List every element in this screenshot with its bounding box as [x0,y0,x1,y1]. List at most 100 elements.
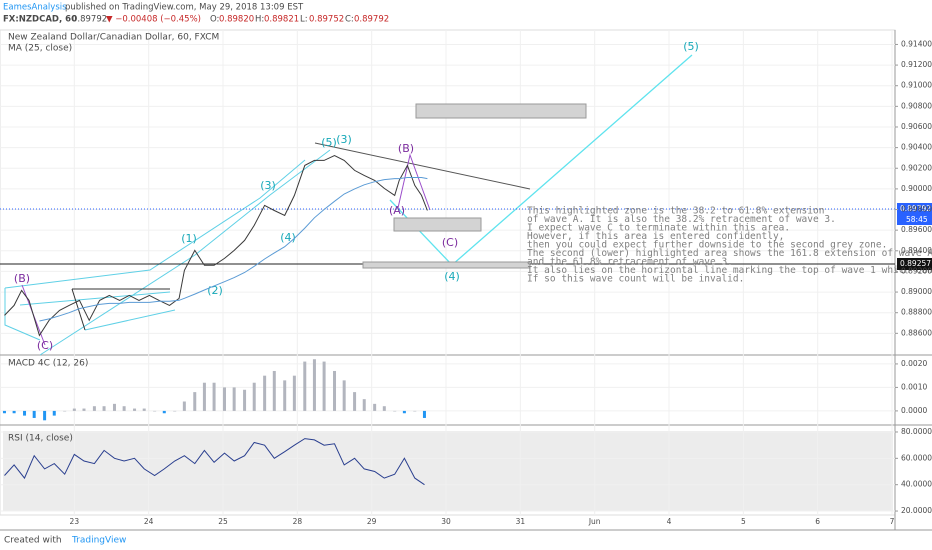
ohlc-item: 0.89821 [264,15,299,25]
bar [422,410,426,418]
y-tick-label: 0.90800 [901,101,932,110]
wave-label: (C) [442,236,458,249]
y-tick-label: 0.91000 [901,81,932,90]
bar [303,361,307,411]
author[interactable]: EamesAnalysis [3,3,67,13]
bar [72,408,76,411]
change: ▼ −0.00408 (−0.45%) [106,15,201,25]
trendline [314,142,531,190]
panel-title: New Zealand Dollar/Canadian Dollar, 60, … [8,33,219,43]
bar [342,380,346,411]
wave-label: (C) [37,339,53,352]
bar [283,380,287,411]
bar [153,410,157,412]
y-tick-label: 0.90400 [901,143,932,152]
bar [23,410,27,416]
annotation-line: of wave A. It is also the 38.2% retracem… [527,214,836,225]
y-tick-label: 40.0000 [901,480,932,489]
bar [263,375,267,411]
series-line [39,177,428,322]
symbol: FX:NZDCAD, 60 [3,15,77,25]
wave-label: (4) [444,270,460,283]
bar [362,399,366,411]
y-tick-label: 0.89200 [901,266,932,275]
line-tag-text: 0.89257 [900,259,931,268]
footer-brand[interactable]: TradingView [71,536,126,546]
ma-title: MA (25, close) [8,44,72,54]
series-line [4,438,425,486]
annotation-line: If so this wave count will be invalid. [527,274,744,285]
bar [12,410,16,414]
y-tick-label: 0.0010 [901,382,927,391]
y-tick-label: 0.91400 [901,39,932,48]
ohlc: O: 0.89820 H: 0.89821 L: 0.89752 C: 0.89792 [210,15,389,25]
rsi-title: RSI (14, close) [8,434,73,444]
wave-labels: (B)(C)(1)(2)(3)(4)(5) (3)(B)(A)(C)(4)(5) [14,40,699,352]
bar [353,392,357,411]
bar [162,410,166,414]
wave-label: (5) [321,136,337,149]
bar [92,406,96,411]
y-tick-label: 0.89600 [901,225,932,234]
rsi-band [3,431,893,511]
line-tag [897,258,932,270]
wave-label: (B) [398,142,414,155]
annotation-line: It also lies on the horizontal line mark… [527,265,932,276]
wave-label: (1) [181,232,197,245]
wave-label: (4) [280,231,296,244]
bar [63,410,67,412]
annotation-line: This highlighted zone is the 38.2 to 61.… [527,206,824,217]
bar [232,387,236,411]
grid [0,30,895,515]
ohlc-item: 0.89792 [354,15,389,25]
bar [122,406,126,411]
bar [102,406,106,411]
bar [322,361,326,411]
x-tick-label: 30 [441,517,451,526]
x-tick-label: Jun [588,517,601,526]
zone [415,103,587,119]
channel [4,149,331,356]
annotation-line: and the 61.8% retracement of wave 3. [527,257,733,268]
wave-label: (B) [14,272,30,285]
bar [252,382,256,411]
x-tick-label: 4 [667,517,672,526]
bar [382,406,386,411]
y-tick-label: 0.88800 [901,308,932,317]
footer-text: Created with [4,536,62,546]
bar [112,403,116,411]
bar [402,410,406,414]
bar [193,392,197,411]
y-tick-label: 0.0020 [901,359,927,368]
y-tick-label: 0.89800 [901,205,932,214]
x-tick-label: 28 [293,517,303,526]
wave-label: (3) [260,179,276,192]
bar [52,410,56,416]
y-tick-label: 0.90200 [901,163,932,172]
y-tick-label: 0.91200 [901,60,932,69]
bar [413,410,417,412]
bar [2,410,6,414]
bar [32,410,36,418]
zone [393,217,482,232]
series-line [4,154,428,337]
bar [222,387,226,411]
bar [82,408,86,411]
wave-label: (5) [683,40,699,53]
wave-label: (A) [389,204,405,217]
ohlc-item: O: [210,15,219,25]
y-tick-label: 0.90000 [901,184,932,193]
bar [212,382,216,411]
timer-tag-text: 58:45 [906,215,928,224]
annotation-line: I expect wave C to terminate within this… [527,223,790,234]
bar [243,389,247,411]
bar [202,382,206,411]
ohlc-item: L: [300,15,308,25]
y-tick-label: 0.0000 [901,406,927,415]
bar [182,401,186,411]
annotation-line: The second (lower) highlighted area show… [527,248,932,259]
bar [393,410,397,412]
x-tick-label: 7 [890,517,895,526]
ohlc-item: 0.89752 [309,15,344,25]
